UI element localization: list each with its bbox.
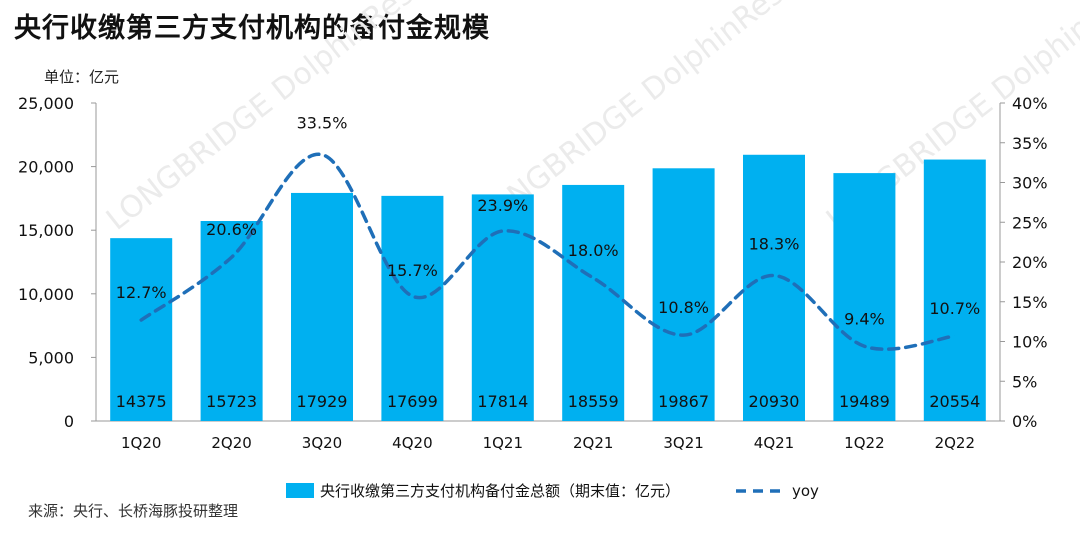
yoy-value-label: 18.3% bbox=[749, 235, 800, 254]
x-tick-label: 2Q21 bbox=[573, 434, 613, 452]
bar-value-label: 15723 bbox=[206, 392, 257, 411]
y-tick-label-left: 0 bbox=[64, 412, 74, 431]
bar-value-label: 17699 bbox=[387, 392, 438, 411]
bar-value-label: 20554 bbox=[929, 392, 980, 411]
x-tick-label: 1Q22 bbox=[844, 434, 884, 452]
legend-label-line: yoy bbox=[792, 482, 819, 500]
yoy-line bbox=[139, 152, 957, 351]
yoy-value-label: 10.8% bbox=[658, 298, 709, 317]
yoy-value-label: 12.7% bbox=[116, 283, 167, 302]
bar bbox=[833, 173, 896, 421]
x-tick-label: 3Q21 bbox=[663, 434, 703, 452]
y-tick-label-left: 20,000 bbox=[18, 158, 74, 177]
y-tick-label-right: 0% bbox=[1012, 412, 1037, 431]
bar bbox=[110, 238, 173, 421]
yoy-value-label: 9.4% bbox=[844, 309, 885, 328]
y-tick-label-right: 40% bbox=[1012, 94, 1048, 113]
x-tick-label: 1Q21 bbox=[483, 434, 523, 452]
legend-label-bar: 央行收缴第三方支付机构备付金总额（期末值：亿元） bbox=[320, 482, 680, 500]
yoy-value-label: 18.0% bbox=[568, 241, 619, 260]
x-tick-label: 4Q21 bbox=[754, 434, 794, 452]
yoy-value-label: 10.7% bbox=[929, 299, 980, 318]
legend-swatch-bar bbox=[286, 483, 314, 498]
x-tick-label: 3Q20 bbox=[302, 434, 342, 452]
y-tick-label-left: 5,000 bbox=[28, 348, 74, 367]
bar-value-label: 17814 bbox=[477, 392, 528, 411]
chart-title: 央行收缴第三方支付机构的备付金规模 bbox=[14, 13, 490, 44]
yoy-value-label: 20.6% bbox=[206, 220, 257, 239]
y-tick-label-right: 25% bbox=[1012, 213, 1048, 232]
bar-value-label: 19489 bbox=[839, 392, 890, 411]
y-tick-label-right: 15% bbox=[1012, 293, 1048, 312]
bar-value-label: 19867 bbox=[658, 392, 709, 411]
y-tick-label-right: 30% bbox=[1012, 174, 1048, 193]
bar bbox=[200, 221, 263, 421]
y-tick-label-left: 25,000 bbox=[18, 94, 74, 113]
yoy-value-label: 23.9% bbox=[477, 196, 528, 215]
y-tick-label-right: 35% bbox=[1012, 134, 1048, 153]
y-tick-label-right: 20% bbox=[1012, 253, 1048, 272]
x-tick-label: 2Q22 bbox=[935, 434, 975, 452]
source-note: 来源：央行、长桥海豚投研整理 bbox=[28, 502, 239, 520]
bar bbox=[923, 159, 986, 422]
y-tick-label-right: 5% bbox=[1012, 372, 1037, 391]
x-tick-label: 1Q20 bbox=[121, 434, 161, 452]
yoy-value-label: 33.5% bbox=[297, 114, 348, 133]
bar bbox=[291, 192, 353, 421]
unit-label: 单位：亿元 bbox=[44, 68, 120, 86]
bar bbox=[381, 195, 444, 421]
bar-value-label: 17929 bbox=[297, 392, 348, 411]
bar bbox=[652, 168, 715, 421]
bar bbox=[743, 154, 805, 422]
bar-value-label: 20930 bbox=[749, 392, 800, 411]
x-tick-label: 4Q20 bbox=[392, 434, 432, 452]
bar bbox=[471, 194, 534, 421]
y-tick-label-left: 15,000 bbox=[18, 221, 74, 240]
bar-value-label: 18559 bbox=[568, 392, 619, 411]
x-tick-label: 2Q20 bbox=[211, 434, 251, 452]
y-tick-label-right: 10% bbox=[1012, 333, 1048, 352]
bar bbox=[562, 184, 625, 421]
y-tick-label-left: 10,000 bbox=[18, 285, 74, 304]
yoy-value-label: 15.7% bbox=[387, 261, 438, 280]
bar-value-label: 14375 bbox=[116, 392, 167, 411]
